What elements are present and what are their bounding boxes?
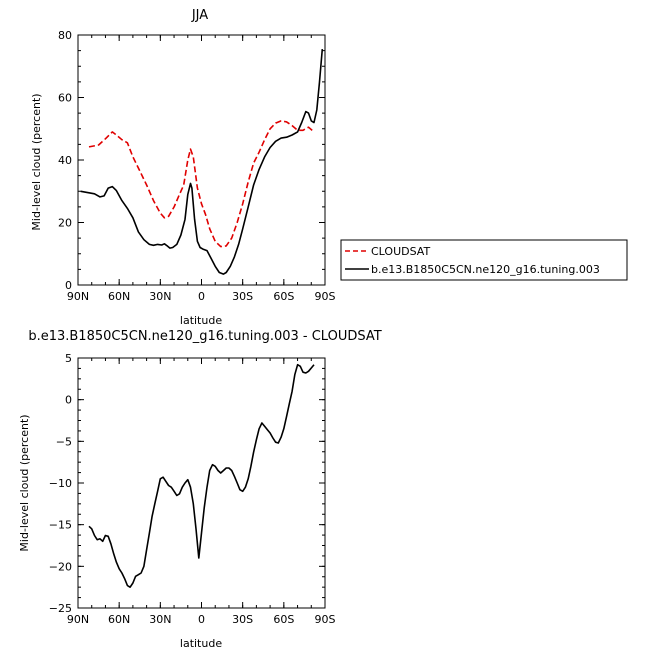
bottom-chart-title: b.e13.B1850C5CN.ne120_g16.tuning.003 - C…: [28, 329, 381, 344]
x-tick-label: 60N: [108, 613, 130, 626]
bottom-x-axis-label: latitude: [180, 637, 222, 650]
bottom-axis-ticks: 90N 60N 30N 0 30S 60S 90S −25 −20 −15 −10 −5 0 5: [49, 352, 336, 626]
bottom-plot-frame: [77, 357, 326, 609]
x-tick-label: 30S: [232, 290, 253, 303]
y-tick-label: −5: [56, 435, 72, 448]
y-tick-label: 60: [58, 92, 72, 105]
y-tick-label: −20: [49, 560, 72, 573]
y-tick-label: 40: [58, 154, 72, 167]
x-tick-label: 90S: [315, 613, 336, 626]
top-x-axis-label: latitude: [180, 314, 222, 327]
x-tick-label: 30N: [149, 290, 171, 303]
legend: CLOUDSAT b.e13.B1850C5CN.ne120_g16.tunin…: [340, 239, 628, 281]
y-tick-label: 0: [65, 279, 72, 292]
cloudsat-line: [88, 120, 315, 248]
y-tick-label: 0: [65, 394, 72, 407]
y-tick-label: 20: [58, 217, 72, 230]
y-tick-label: 5: [65, 352, 72, 365]
x-tick-label: 60S: [273, 290, 294, 303]
x-tick-label: 30N: [149, 613, 171, 626]
x-tick-label: 0: [198, 290, 205, 303]
bottom-chart: b.e13.B1850C5CN.ne120_g16.tuning.003 - C…: [18, 329, 382, 650]
top-chart: JJA 90N 60N 30N 0 30S 60S 90S 0 20 40 60 80 latitud…: [30, 8, 336, 327]
legend-box: [340, 239, 628, 281]
bottom-y-axis-label: Mid-level cloud (percent): [18, 414, 31, 551]
x-tick-label: 60N: [108, 290, 130, 303]
legend-label-model: b.e13.B1850C5CN.ne120_g16.tuning.003: [371, 263, 600, 276]
model-line: [80, 49, 324, 275]
bottom-series: [88, 363, 315, 589]
x-tick-label: 90N: [67, 613, 89, 626]
legend-label-cloudsat: CLOUDSAT: [371, 245, 430, 258]
y-tick-label: −10: [49, 477, 72, 490]
x-tick-label: 90N: [67, 290, 89, 303]
x-tick-label: 30S: [232, 613, 253, 626]
y-tick-label: 80: [58, 29, 72, 42]
top-series: [80, 49, 324, 275]
top-axis-ticks: 90N 60N 30N 0 30S 60S 90S 0 20 40 60 80: [58, 29, 336, 303]
x-tick-label: 0: [198, 613, 205, 626]
x-tick-label: 90S: [315, 290, 336, 303]
x-tick-label: 60S: [273, 613, 294, 626]
y-tick-label: −15: [49, 519, 72, 532]
top-y-axis-label: Mid-level cloud (percent): [30, 93, 43, 230]
top-chart-title: JJA: [191, 8, 208, 23]
difference-line: [88, 363, 315, 589]
y-tick-label: −25: [49, 602, 72, 615]
